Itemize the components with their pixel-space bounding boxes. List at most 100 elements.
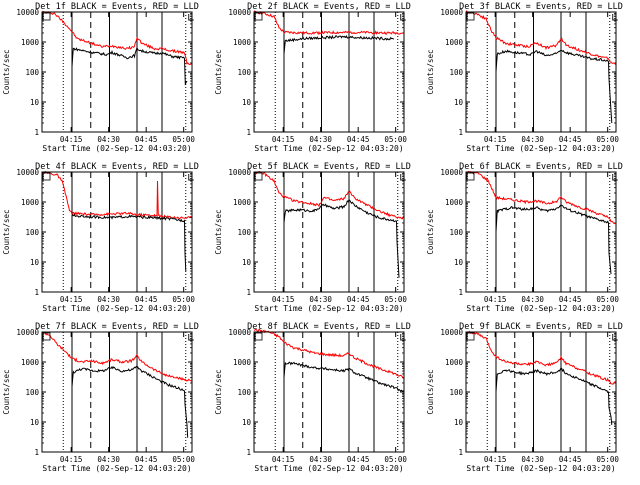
x-tick-label: 04:45 (347, 455, 370, 464)
x-tick-label: 04:15 (272, 295, 295, 304)
events-series-line (71, 213, 187, 272)
x-tick-label: 04:30 (521, 455, 544, 464)
y-tick-label: 100 (25, 68, 39, 77)
detector-panel: Det 4f BLACK = Events, RED = LLD Counts/s… (2, 162, 199, 313)
corner-l-glyph (612, 334, 618, 341)
y-tick-label: 1000 (21, 198, 40, 207)
y-tick-label: 1 (34, 288, 39, 297)
y-tick-label: 10000 (228, 328, 251, 337)
detector-panel: Det 5f BLACK = Events, RED = LLD Counts/s… (214, 162, 411, 313)
y-tick-label: 10 (454, 258, 464, 267)
panel-title: Det 2f BLACK = Events, RED = LLD (247, 2, 411, 12)
detector-panel: Det 6f BLACK = Events, RED = LLD Counts/s… (426, 162, 623, 313)
y-tick-label: 1000 (21, 38, 40, 47)
y-tick-label: 10 (30, 98, 40, 107)
events-series-line (495, 204, 612, 274)
events-series-line (71, 365, 189, 438)
x-tick-label: 04:45 (135, 455, 158, 464)
panel-title: Det 7f BLACK = Events, RED = LLD (35, 322, 199, 332)
y-tick-label: 100 (237, 228, 251, 237)
x-tick-label: 04:30 (521, 295, 544, 304)
x-axis-label: Start Time (02-Sep-12 04:03:20) (254, 144, 403, 153)
x-tick-label: 04:15 (60, 135, 83, 144)
x-tick-label: 05:00 (596, 295, 619, 304)
y-tick-label: 10 (242, 418, 252, 427)
x-tick-label: 04:30 (97, 135, 120, 144)
y-tick-label: 1 (246, 448, 251, 457)
x-tick-label: 04:30 (521, 135, 544, 144)
events-series-line (495, 49, 613, 124)
panel-title: Det 6f BLACK = Events, RED = LLD (459, 162, 623, 172)
y-tick-label: 10 (454, 98, 464, 107)
x-tick-label: 04:30 (97, 455, 120, 464)
y-tick-label: 100 (449, 228, 463, 237)
y-tick-label: 100 (237, 68, 251, 77)
y-tick-label: 10 (30, 258, 40, 267)
detector-panel: Det 2f BLACK = Events, RED = LLD Counts/s… (214, 2, 411, 153)
y-tick-label: 1 (246, 288, 251, 297)
x-tick-label: 05:00 (384, 455, 407, 464)
corner-l-glyph (400, 14, 406, 21)
lld-series-line (41, 10, 193, 66)
y-tick-label: 10000 (440, 328, 463, 337)
y-axis-label: Counts/sec (426, 209, 435, 254)
lld-series-line (41, 170, 193, 220)
panel-title: Det 5f BLACK = Events, RED = LLD (247, 162, 411, 172)
x-tick-label: 05:00 (596, 135, 619, 144)
x-tick-label: 04:15 (484, 295, 507, 304)
x-tick-label: 04:30 (309, 455, 332, 464)
x-axis-label: Start Time (02-Sep-12 04:03:20) (466, 304, 615, 313)
y-tick-label: 10 (242, 98, 252, 107)
plot-frame (253, 11, 405, 133)
x-tick-label: 05:00 (384, 295, 407, 304)
plot-frame (41, 331, 193, 453)
y-tick-label: 10000 (16, 8, 39, 17)
y-axis-label: Counts/sec (2, 49, 11, 94)
y-tick-label: 1000 (21, 358, 40, 367)
y-tick-label: 100 (449, 68, 463, 77)
x-tick-label: 05:00 (172, 295, 195, 304)
y-axis-label: Counts/sec (214, 369, 223, 414)
x-tick-label: 04:30 (97, 295, 120, 304)
x-tick-label: 04:45 (559, 295, 582, 304)
x-tick-label: 05:00 (172, 135, 195, 144)
corner-l-glyph (400, 334, 406, 341)
y-tick-label: 10 (30, 418, 40, 427)
plot-frame (41, 171, 193, 293)
corner-l-glyph (612, 14, 618, 21)
panel-title: Det 9f BLACK = Events, RED = LLD (459, 322, 623, 332)
events-series-line (283, 361, 405, 392)
x-tick-label: 04:45 (135, 295, 158, 304)
events-series-line (283, 199, 400, 278)
x-tick-label: 05:00 (384, 135, 407, 144)
y-tick-label: 1 (458, 128, 463, 137)
x-tick-label: 04:45 (347, 135, 370, 144)
y-tick-label: 10 (454, 418, 464, 427)
corner-l-glyph (188, 14, 194, 21)
y-axis-label: Counts/sec (426, 49, 435, 94)
x-tick-label: 04:45 (559, 135, 582, 144)
x-tick-label: 04:15 (60, 295, 83, 304)
y-tick-label: 1000 (233, 198, 252, 207)
panel-title: Det 8f BLACK = Events, RED = LLD (247, 322, 411, 332)
x-tick-label: 04:15 (484, 135, 507, 144)
x-axis-label: Start Time (02-Sep-12 04:03:20) (466, 464, 615, 473)
plot-frame (41, 11, 193, 133)
x-axis-label: Start Time (02-Sep-12 04:03:20) (42, 144, 191, 153)
y-axis-label: Counts/sec (426, 369, 435, 414)
y-tick-label: 1 (34, 448, 39, 457)
lld-series-line (253, 10, 405, 36)
x-axis-label: Start Time (02-Sep-12 04:03:20) (254, 304, 403, 313)
corner-box-glyph (42, 12, 51, 21)
lld-series-line (465, 330, 617, 385)
corner-l-glyph (400, 174, 406, 181)
plot-frame (465, 331, 617, 453)
y-tick-label: 100 (237, 388, 251, 397)
x-axis-label: Start Time (02-Sep-12 04:03:20) (254, 464, 403, 473)
lld-series-line (253, 328, 405, 379)
x-tick-label: 04:45 (559, 455, 582, 464)
x-tick-label: 04:45 (135, 135, 158, 144)
y-tick-label: 100 (25, 228, 39, 237)
y-tick-label: 1000 (233, 358, 252, 367)
